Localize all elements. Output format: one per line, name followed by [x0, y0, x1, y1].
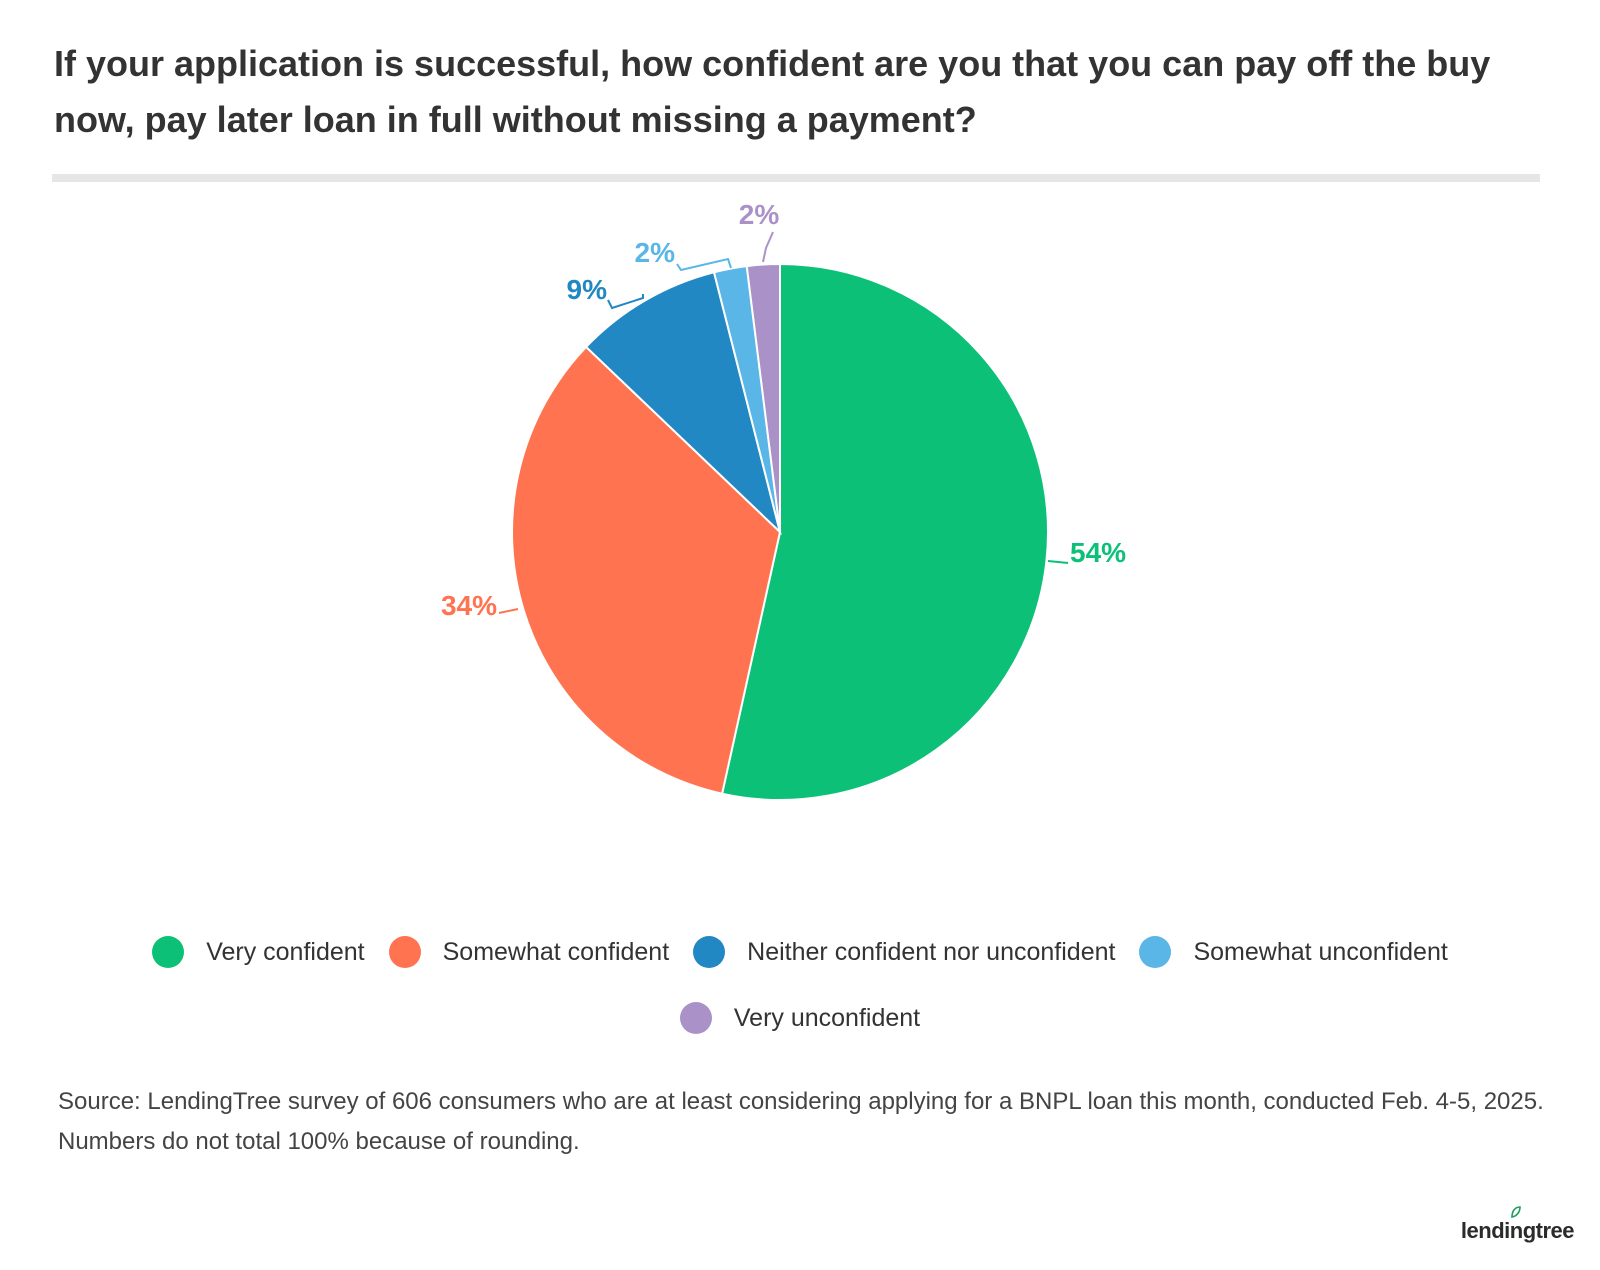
chart-title: If your application is successful, how c… [54, 43, 1491, 140]
legend-swatch [1139, 936, 1172, 968]
legend-swatch [679, 1002, 712, 1034]
legend-label: Somewhat confident [442, 937, 670, 966]
pie-slice-very-confident [720, 262, 1049, 801]
pie-slice-neither-confident-nor-unconfident [584, 271, 782, 536]
legend-item: Somewhat confident [388, 930, 670, 974]
legend-item: Neither confident nor unconfident [693, 930, 1115, 974]
legend-label: Very unconfident [733, 1003, 921, 1032]
legend-label: Somewhat unconfident [1193, 937, 1448, 966]
data-label: 54% [1070, 537, 1126, 568]
data-label: 2% [635, 237, 676, 268]
label-connector [762, 231, 774, 263]
label-connector [1047, 560, 1069, 564]
label-connector [607, 294, 644, 310]
data-label: 9% [567, 274, 608, 305]
label-connector [676, 257, 732, 272]
legend-label: Neither confident nor unconfident [747, 937, 1116, 966]
legend-label: Very confident [206, 937, 365, 966]
lendingtree-logo: lendingtree [1460, 1206, 1575, 1244]
pie-slice-somewhat-confident [511, 345, 782, 795]
leaf-icon [1511, 1206, 1521, 1218]
legend-item: Very unconfident [679, 996, 921, 1040]
pie-slice-very-unconfident [745, 262, 781, 533]
source-note: Source: LendingTree survey of 606 consum… [58, 1088, 1544, 1155]
legend-item: Somewhat unconfident [1139, 930, 1448, 974]
logo-text: lendingtree [1460, 1218, 1575, 1243]
legend-item: Very confident [152, 930, 365, 974]
label-connector [498, 608, 519, 614]
pie-chart: 54% 34% 9% 2% 2% [441, 199, 1126, 801]
data-label: 2% [739, 199, 780, 230]
legend-swatch [152, 936, 185, 968]
title-divider [52, 174, 1540, 182]
legend-swatch [388, 936, 421, 968]
data-label: 34% [441, 590, 497, 621]
legend-swatch [693, 936, 726, 968]
legend: Very confident Somewhat confident Neither … [60, 930, 1540, 1040]
